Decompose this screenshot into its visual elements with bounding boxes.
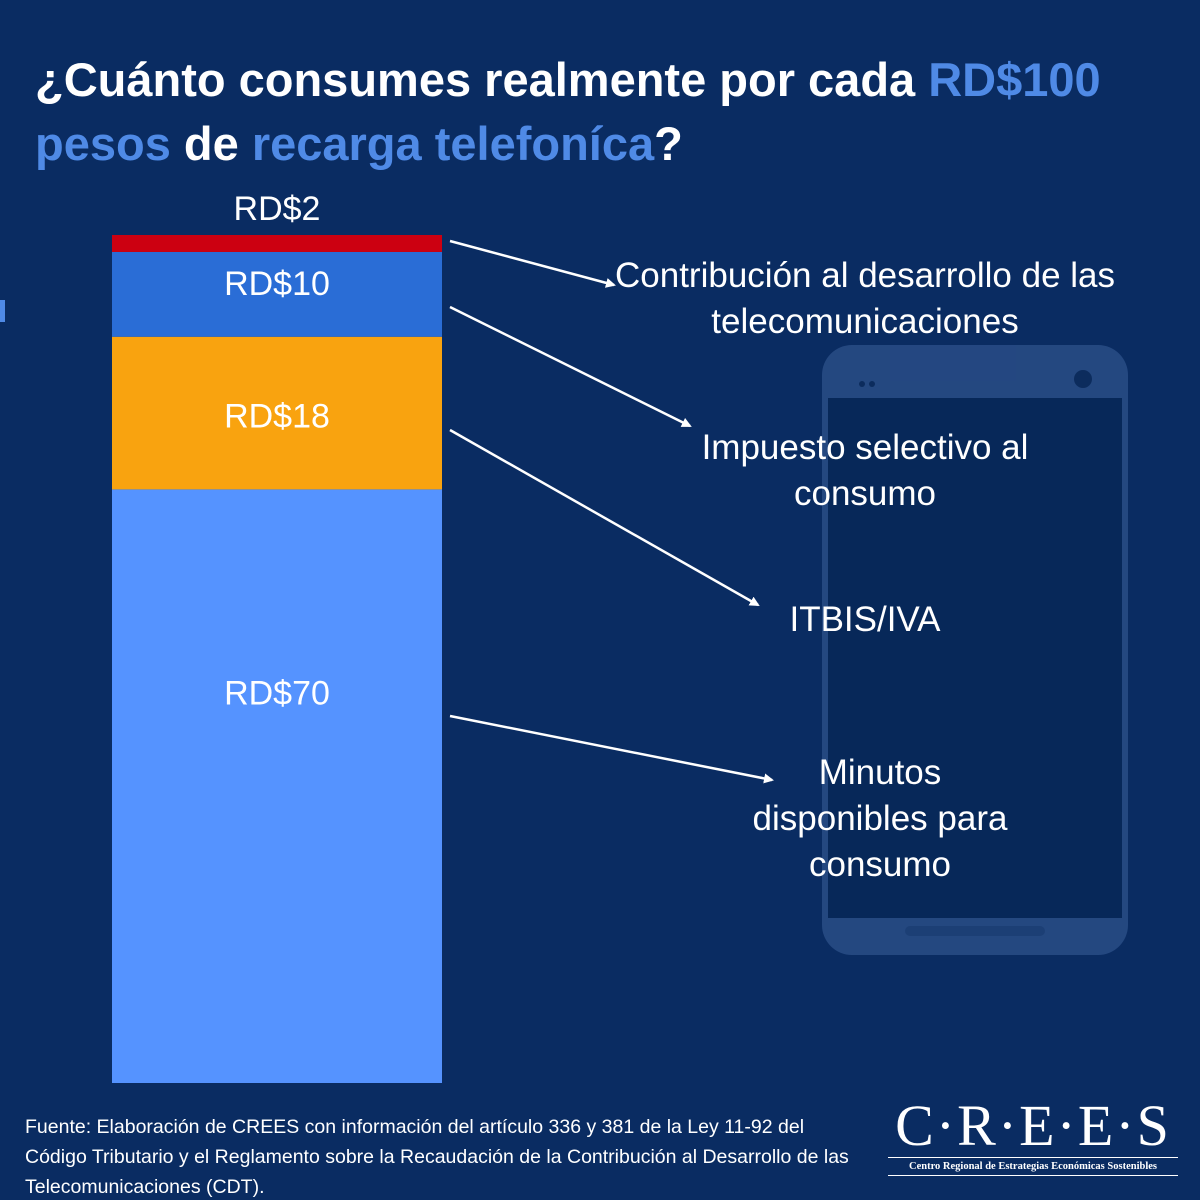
edge-tick bbox=[0, 300, 5, 322]
title-part: pesos bbox=[35, 53, 1114, 170]
title-part: ? bbox=[654, 117, 683, 170]
bar-segment bbox=[112, 336, 442, 490]
arrows bbox=[449, 239, 774, 784]
annotation: Impuesto selectivo al consumo bbox=[701, 428, 1029, 513]
arrow bbox=[449, 305, 692, 428]
arrow bbox=[449, 428, 760, 607]
source: Fuente: Elaboración de CREES con informa… bbox=[25, 1116, 849, 1198]
title-part: ¿Cuánto consumes realmente por cada bbox=[35, 53, 929, 106]
title-part: de bbox=[170, 117, 252, 170]
bar-segment bbox=[112, 235, 442, 252]
arrow bbox=[449, 239, 616, 288]
value-label: RD$10 bbox=[224, 265, 330, 303]
value-label: RD$18 bbox=[224, 398, 330, 436]
value-label: RD$2 bbox=[234, 190, 321, 228]
title-part: RD$100 bbox=[928, 53, 1101, 106]
arrow bbox=[449, 714, 774, 784]
annotation: Minutos disponibles para consumo bbox=[752, 753, 1008, 884]
annotation: ITBIS/IVA bbox=[789, 600, 941, 639]
phone bbox=[822, 345, 1128, 955]
logo: C·R·E·E·S Centro Regional de Estrategias… bbox=[888, 1095, 1178, 1176]
logo-subtitle: Centro Regional de Estrategias Económica… bbox=[888, 1157, 1178, 1176]
title-part: recarga telefoníca bbox=[251, 117, 655, 170]
bar-segment bbox=[112, 489, 442, 1083]
bar-segment bbox=[112, 251, 442, 337]
logo-name: C·R·E·E·S bbox=[895, 1093, 1171, 1158]
annotation: Contribución al desarrollo de las teleco… bbox=[615, 256, 1115, 341]
value-label: RD$70 bbox=[224, 674, 330, 712]
title: ¿Cuánto consumes realmente por cada RD$1… bbox=[35, 48, 1175, 176]
